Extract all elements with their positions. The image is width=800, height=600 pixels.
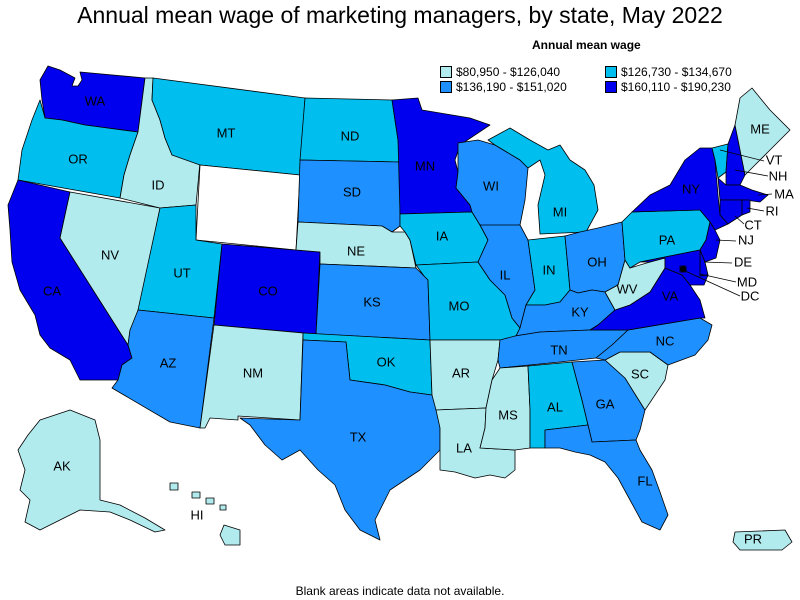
state-IL[interactable] bbox=[477, 224, 536, 329]
footnote: Blank areas indicate data not available. bbox=[295, 584, 505, 598]
label-GA: GA bbox=[596, 396, 615, 411]
label-LA: LA bbox=[456, 440, 472, 455]
label-ID: ID bbox=[152, 177, 165, 192]
label-IL: IL bbox=[500, 267, 511, 282]
label-MT: MT bbox=[217, 125, 236, 140]
label-TN: TN bbox=[550, 342, 567, 357]
label-AL: AL bbox=[547, 399, 563, 414]
label-MD: MD bbox=[737, 274, 757, 289]
label-FL: FL bbox=[637, 473, 652, 488]
dc-marker bbox=[680, 266, 686, 272]
label-NV: NV bbox=[101, 247, 119, 262]
state-TX[interactable] bbox=[239, 339, 441, 541]
label-DE: DE bbox=[734, 254, 752, 269]
label-CA: CA bbox=[43, 283, 61, 298]
label-AZ: AZ bbox=[160, 355, 177, 370]
label-NJ: NJ bbox=[738, 232, 754, 247]
label-WA: WA bbox=[85, 93, 106, 108]
state-VT[interactable] bbox=[711, 143, 729, 179]
legend-label-bin-4: $160,110 - $190,230 bbox=[621, 80, 731, 94]
label-MO: MO bbox=[449, 298, 470, 313]
label-OR: OR bbox=[68, 151, 88, 166]
label-OH: OH bbox=[587, 254, 607, 269]
state-ME[interactable] bbox=[734, 87, 791, 176]
legend-swatch-bin-2 bbox=[605, 66, 617, 78]
legend-label-bin-1: $80,950 - $126,040 bbox=[456, 65, 561, 79]
legend-swatch-bin-1 bbox=[440, 66, 452, 78]
map-title: Annual mean wage of marketing managers, … bbox=[77, 2, 723, 28]
label-ND: ND bbox=[341, 128, 360, 143]
label-PA: PA bbox=[659, 232, 676, 247]
legend-item-bin-1: $80,950 - $126,040 bbox=[440, 65, 560, 79]
state-HI[interactable] bbox=[169, 482, 241, 546]
label-RI: RI bbox=[766, 203, 779, 218]
callouts bbox=[682, 149, 773, 297]
legend-swatch-bin-4 bbox=[605, 81, 617, 93]
label-SC: SC bbox=[631, 366, 649, 381]
state-RI[interactable] bbox=[741, 199, 751, 216]
label-WV: WV bbox=[617, 281, 638, 296]
label-ME: ME bbox=[750, 121, 770, 136]
label-NM: NM bbox=[243, 365, 263, 380]
label-KY: KY bbox=[571, 304, 589, 319]
label-VT: VT bbox=[766, 152, 783, 167]
legend: Annual mean wage $80,950 - $126,040 $126… bbox=[440, 38, 800, 98]
legend-label-bin-2: $126,730 - $134,670 bbox=[621, 65, 732, 79]
label-NY: NY bbox=[682, 181, 700, 196]
label-HI: HI bbox=[191, 507, 204, 522]
legend-title: Annual mean wage bbox=[532, 38, 641, 52]
state-WY[interactable] bbox=[195, 164, 301, 251]
label-VA: VA bbox=[662, 288, 679, 303]
label-WI: WI bbox=[483, 178, 499, 193]
label-NH: NH bbox=[769, 168, 788, 183]
state-MA[interactable] bbox=[717, 177, 769, 203]
legend-swatch-bin-3 bbox=[440, 81, 452, 93]
label-MI: MI bbox=[553, 204, 567, 219]
label-MS: MS bbox=[498, 407, 518, 422]
label-UT: UT bbox=[173, 265, 190, 280]
label-CT: CT bbox=[744, 217, 761, 232]
legend-item-bin-2: $126,730 - $134,670 bbox=[605, 65, 732, 79]
label-NC: NC bbox=[656, 333, 675, 348]
state-MD[interactable] bbox=[639, 249, 709, 286]
label-TX: TX bbox=[350, 429, 367, 444]
label-CO: CO bbox=[258, 283, 278, 298]
label-MA: MA bbox=[774, 186, 794, 201]
legend-item-bin-4: $160,110 - $190,230 bbox=[605, 80, 731, 94]
state-FL[interactable] bbox=[544, 424, 669, 531]
label-IN: IN bbox=[543, 262, 556, 277]
legend-item-bin-3: $136,190 - $151,020 bbox=[440, 80, 567, 94]
label-KS: KS bbox=[363, 294, 381, 309]
label-IA: IA bbox=[436, 228, 449, 243]
state-AK[interactable] bbox=[17, 409, 166, 533]
label-DC: DC bbox=[741, 288, 760, 303]
label-MN: MN bbox=[415, 158, 435, 173]
label-SD: SD bbox=[343, 184, 361, 199]
legend-label-bin-3: $136,190 - $151,020 bbox=[456, 80, 567, 94]
label-PR: PR bbox=[744, 531, 762, 546]
state-CT[interactable] bbox=[719, 199, 743, 225]
label-AR: AR bbox=[452, 365, 470, 380]
label-NE: NE bbox=[347, 243, 365, 258]
label-OK: OK bbox=[377, 354, 396, 369]
state-PR[interactable] bbox=[732, 529, 793, 551]
state-MI[interactable] bbox=[487, 127, 599, 235]
label-AK: AK bbox=[53, 458, 71, 473]
